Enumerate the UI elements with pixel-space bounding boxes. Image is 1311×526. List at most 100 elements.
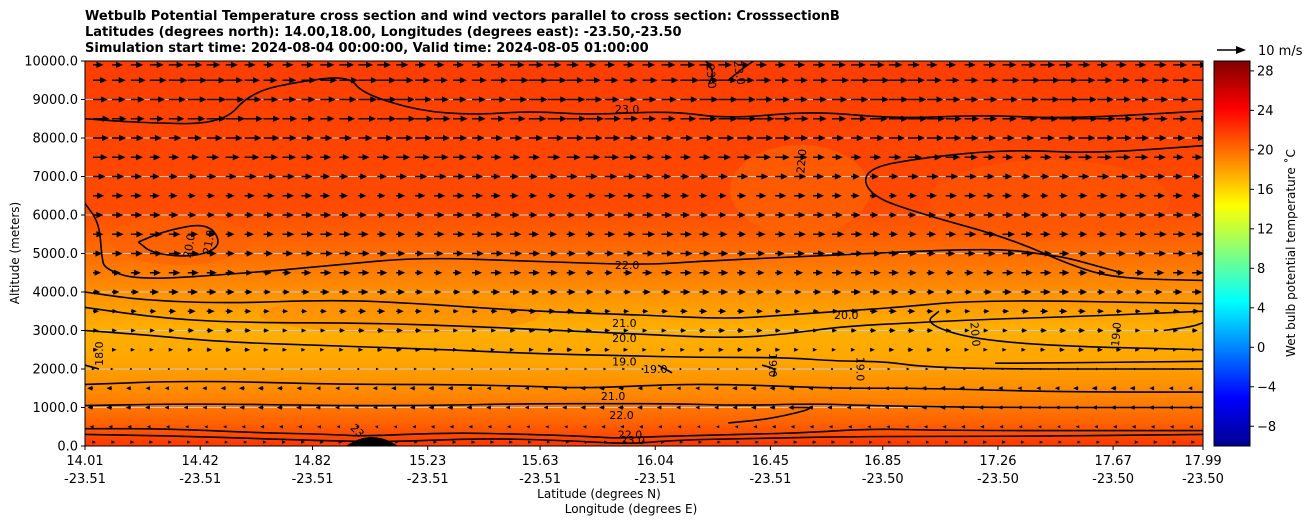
wind-vector [737,173,749,180]
wind-vector [1154,115,1168,122]
wind-vector [546,367,550,371]
wind-vector [1078,61,1091,68]
wind-vector [961,424,966,429]
wind-vector [1021,61,1037,68]
wind-vector [604,173,618,180]
wind-vector [585,269,594,276]
wind-vector [1002,231,1016,238]
wind-vector [964,154,979,161]
wind-vector [906,440,911,444]
wind-vector [320,308,327,314]
wind-vector [282,61,294,68]
wind-vector [238,385,245,391]
wind-vector [623,96,638,103]
wind-vector [434,211,445,219]
wind-vector [775,115,792,122]
wind-vector [964,250,976,257]
wind-vector [926,192,938,199]
wind-vector [354,405,359,410]
contour-label: 19.0 [766,353,779,378]
wind-vector [206,250,217,257]
wind-vector [756,231,766,238]
wind-vector [1078,96,1097,103]
wind-vector [676,405,681,410]
wind-vector [301,134,315,142]
wind-vector [737,96,756,103]
contour-label: 22.0 [794,148,809,174]
wind-vector [1173,231,1186,238]
wind-vector [869,96,890,103]
wind-vector [225,308,234,315]
colorbar-tick-label: −4 [1257,380,1276,395]
wind-vector [320,192,331,199]
wind-vector [717,367,720,371]
wind-vector [453,308,459,314]
wind-vector [642,269,653,276]
wind-vector [1116,211,1127,219]
wind-vector [187,115,206,122]
wind-vector [434,250,444,257]
wind-vector [471,134,485,142]
y-tick-label: 9000.0 [33,93,79,108]
wind-vector [1078,173,1090,180]
wind-vector [244,231,254,238]
x-tick-label-lon: -23.50 [977,472,1019,487]
wind-vector [1116,134,1133,142]
wind-vector [262,367,266,371]
wind-vector [888,288,899,296]
wind-vector [130,289,140,295]
wind-vector [206,327,214,334]
contour-line [85,433,1203,444]
wind-vector [1192,211,1202,219]
wind-vector [282,347,288,352]
wind-vector [509,96,528,103]
wind-vector [339,154,350,161]
wind-vector [486,405,491,410]
wind-vector [718,308,727,315]
wind-vector [850,115,867,122]
wind-vector [1002,308,1010,314]
wind-vector [547,173,558,180]
wind-vector [377,192,386,199]
wind-vector [339,115,356,122]
wind-vector [1078,231,1088,238]
wind-vector [1135,154,1149,161]
wind-vector [945,211,957,219]
wind-vector [206,347,213,352]
wind-vector [603,367,607,371]
colorbar-tick-label: 8 [1257,262,1265,277]
wind-vector [339,96,357,103]
wind-vector [320,61,335,68]
wind-vector [358,211,367,219]
wind-vector [869,211,879,219]
wind-vector [1097,192,1108,199]
wind-vector [263,61,275,68]
wind-vector [718,192,727,199]
y-tick-label: 0.0 [57,440,78,455]
x-tick-label-lat: 14.42 [182,454,219,469]
wind-vector [1135,96,1149,103]
wind-vector [869,347,875,352]
wind-vector [850,347,856,352]
wind-vector [244,134,262,142]
wind-vector [737,61,750,68]
wind-vector [623,154,638,161]
wind-vector [676,386,681,391]
wind-vector [604,289,612,295]
wind-vector [206,173,217,180]
wind-vector [887,367,891,371]
wind-vector [415,231,425,238]
wind-vector [1173,134,1186,142]
wind-vector [206,288,217,296]
wind-vector [394,367,398,371]
wind-vector [945,308,952,314]
wind-vector [320,154,332,161]
wind-vector [125,386,131,391]
wind-vector [1154,96,1169,103]
wind-vector [964,440,968,444]
wind-vector [396,154,411,161]
contour-label: 22.0 [615,259,640,272]
wind-vector [220,405,226,410]
wind-vector [699,211,708,219]
wind-vector [282,134,297,142]
